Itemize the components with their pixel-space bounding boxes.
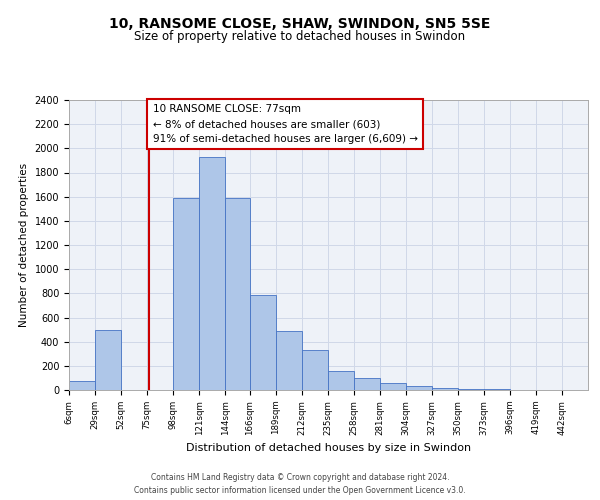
X-axis label: Distribution of detached houses by size in Swindon: Distribution of detached houses by size …: [186, 443, 471, 453]
Text: 10 RANSOME CLOSE: 77sqm
← 8% of detached houses are smaller (603)
91% of semi-de: 10 RANSOME CLOSE: 77sqm ← 8% of detached…: [152, 104, 418, 144]
Bar: [302, 350, 328, 390]
Text: Contains HM Land Registry data © Crown copyright and database right 2024.
Contai: Contains HM Land Registry data © Crown c…: [134, 474, 466, 495]
Text: 10, RANSOME CLOSE, SHAW, SWINDON, SN5 5SE: 10, RANSOME CLOSE, SHAW, SWINDON, SN5 5S…: [109, 18, 491, 32]
Bar: [354, 378, 380, 390]
Y-axis label: Number of detached properties: Number of detached properties: [19, 163, 29, 327]
Bar: [406, 386, 432, 390]
Bar: [250, 294, 276, 390]
Text: Size of property relative to detached houses in Swindon: Size of property relative to detached ho…: [134, 30, 466, 43]
Bar: [225, 198, 250, 390]
Bar: [69, 381, 95, 390]
Bar: [380, 384, 406, 390]
Bar: [173, 198, 199, 390]
Bar: [95, 330, 121, 390]
Bar: [432, 388, 458, 390]
Bar: [199, 157, 225, 390]
Bar: [458, 389, 484, 390]
Bar: [276, 331, 302, 390]
Bar: [328, 372, 354, 390]
